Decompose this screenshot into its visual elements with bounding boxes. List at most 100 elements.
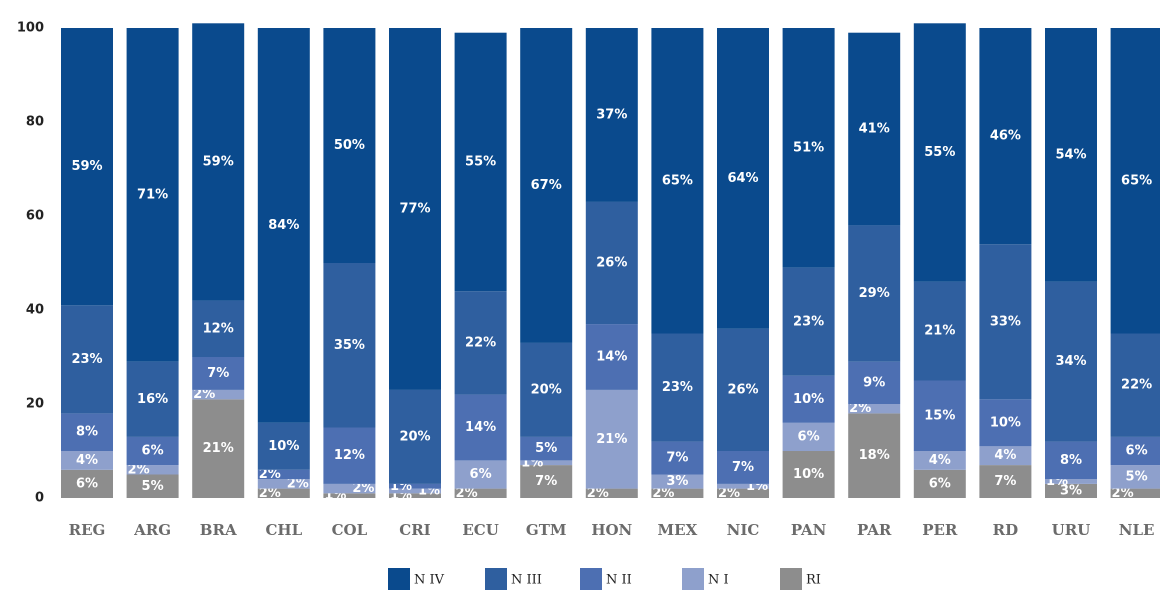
data-label: 23% [793, 314, 824, 329]
data-label: 10% [990, 415, 1021, 430]
bar-segment [782, 422, 835, 451]
data-label: 7% [535, 474, 557, 489]
data-label: 29% [859, 286, 890, 301]
y-tick-label: 80 [26, 115, 44, 130]
bar-segment [126, 465, 179, 475]
data-label: 2% [718, 486, 740, 501]
legend-label: N IV [414, 573, 445, 588]
data-label: 23% [71, 352, 102, 367]
x-tick-label: GTM [526, 521, 567, 539]
bar-segment [126, 361, 179, 437]
bar-segment [979, 465, 1032, 498]
bar-segment [520, 460, 573, 466]
bar-segment [389, 28, 441, 390]
x-tick-label: REG [69, 521, 106, 539]
data-label: 2% [587, 486, 609, 501]
data-label: 21% [596, 432, 627, 447]
data-label: 2% [652, 486, 674, 501]
bar-segment [585, 28, 638, 202]
legend-swatch [580, 568, 602, 590]
data-label: 64% [727, 171, 758, 186]
legend-label: N I [708, 573, 729, 588]
bar-segment [848, 413, 901, 498]
legend-swatch [485, 568, 507, 590]
data-label: 5% [142, 479, 164, 494]
data-label: 2% [259, 467, 281, 482]
bar-segment [979, 399, 1032, 447]
bar-segment [585, 201, 638, 325]
legend-swatch [682, 568, 704, 590]
bar-segment [61, 28, 113, 306]
bar-segment [979, 244, 1032, 400]
data-label: 2% [259, 486, 281, 501]
bar-segment [192, 300, 245, 357]
bar-segment [1110, 465, 1160, 489]
data-label: 14% [596, 350, 627, 365]
bar-segment [782, 28, 835, 268]
bar-segment [913, 451, 966, 470]
bar-segment [848, 404, 901, 414]
bar-segment [717, 28, 769, 329]
bar-segment [913, 23, 966, 282]
data-label: 6% [798, 429, 820, 444]
bar-segment [585, 389, 638, 489]
data-label: 5% [535, 441, 557, 456]
y-tick-label: 100 [17, 21, 44, 36]
bar-segment [1045, 281, 1097, 442]
data-label: 41% [859, 122, 890, 137]
data-label: 2% [352, 481, 374, 496]
data-label: 22% [465, 335, 496, 350]
data-label: 2% [193, 387, 215, 402]
data-label: 84% [268, 218, 299, 233]
data-label: 10% [793, 467, 824, 482]
data-label: 10% [268, 439, 299, 454]
data-label: 8% [76, 425, 98, 440]
bar-segment [192, 389, 245, 400]
x-tick-label: HON [591, 521, 632, 539]
bar-segment [979, 446, 1032, 466]
data-label: 54% [1055, 147, 1086, 162]
bar-segment [389, 493, 441, 498]
data-label: 16% [137, 392, 168, 407]
data-label: 6% [470, 467, 492, 482]
bar-segment [585, 488, 638, 498]
bar-segment [913, 380, 966, 451]
bar-segment [323, 493, 376, 498]
data-label: 12% [334, 448, 365, 463]
bar-segment [1110, 333, 1160, 437]
bar-segment [257, 469, 310, 480]
x-tick-label: CRI [399, 521, 430, 539]
x-tick-label: PAN [791, 521, 827, 539]
x-tick-label: MEX [658, 521, 698, 539]
bar-segment [192, 399, 245, 498]
bar-segment [651, 441, 704, 475]
data-label: 2% [287, 476, 309, 491]
bar-segment [651, 28, 704, 334]
data-label: 3% [666, 474, 688, 489]
x-tick-label: COL [332, 521, 368, 539]
data-label: 4% [929, 453, 951, 468]
x-tick-label: URU [1052, 521, 1091, 539]
x-tick-label: NLE [1119, 521, 1155, 539]
data-label: 71% [137, 187, 168, 202]
x-tick-label: NIC [727, 521, 760, 539]
data-label: 3% [1060, 483, 1082, 498]
data-label: 55% [924, 145, 955, 160]
bar-segment [323, 263, 376, 428]
bar-segment [782, 375, 835, 423]
data-label: 7% [994, 474, 1016, 489]
bar-segment [454, 291, 507, 395]
x-tick-label: PER [922, 521, 958, 539]
x-tick-label: BRA [200, 521, 237, 539]
x-tick-label: ECU [462, 521, 498, 539]
bar-segment [848, 32, 901, 226]
bar-segment [454, 32, 507, 292]
data-label: 2% [1112, 486, 1134, 501]
data-label: 67% [531, 178, 562, 193]
data-label: 65% [662, 173, 693, 188]
data-label: 23% [662, 380, 693, 395]
bar-segment [192, 23, 245, 301]
data-label: 8% [1060, 453, 1082, 468]
legend-swatch [388, 568, 410, 590]
